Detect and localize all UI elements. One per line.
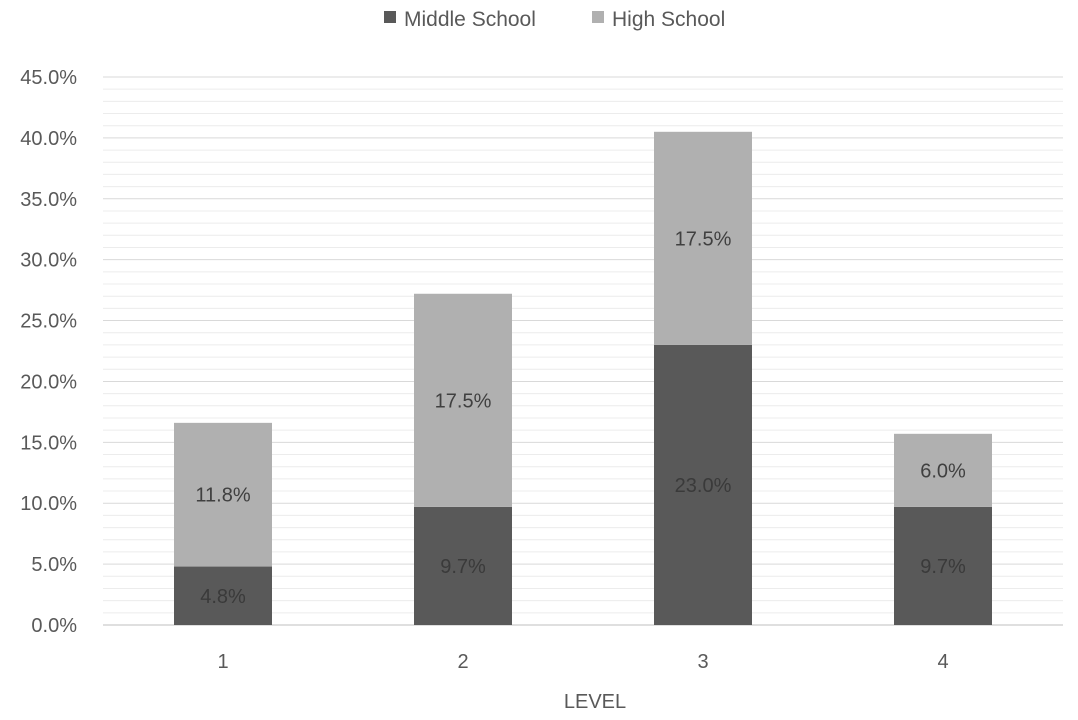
- x-tick-label: 4: [937, 651, 948, 673]
- bars: [174, 131, 992, 625]
- bar-high-school-level-3: [654, 131, 752, 345]
- legend-swatch-high-school: [592, 11, 604, 23]
- x-axis-title: LEVEL: [564, 691, 626, 713]
- bar-middle-school-level-2: [414, 506, 512, 625]
- y-tick-label: 20.0%: [20, 371, 77, 393]
- bar-middle-school-level-1: [174, 566, 272, 625]
- y-tick-label: 35.0%: [20, 189, 77, 211]
- data-label-high-school-level-1: 11.8%: [195, 485, 250, 507]
- y-tick-label: 30.0%: [20, 250, 77, 272]
- y-tick-label: 15.0%: [20, 432, 77, 454]
- bar-middle-school-level-4: [894, 506, 992, 625]
- bar-high-school-level-2: [414, 293, 512, 507]
- legend: Middle School High School: [384, 8, 725, 31]
- bar-middle-school-level-3: [654, 344, 752, 625]
- x-tick-label: 1: [217, 651, 228, 673]
- y-tick-label: 0.0%: [31, 615, 77, 637]
- legend-label-high-school: High School: [612, 8, 725, 31]
- x-tick-label: 2: [457, 651, 468, 673]
- y-tick-label: 40.0%: [20, 128, 77, 150]
- data-labels: 4.8% 11.8% 9.7% 17.5% 23.0% 17.5% 9.7% 6.0%: [195, 228, 966, 607]
- x-tick-label: 3: [697, 651, 708, 673]
- data-label-high-school-level-3: 17.5%: [675, 228, 732, 250]
- data-label-middle-school-level-2: 9.7%: [440, 556, 486, 578]
- bar-high-school-level-1: [174, 422, 272, 567]
- y-axis: 0.0% 5.0% 10.0% 15.0% 20.0% 25.0% 30.0% 35.0% 40…: [20, 67, 77, 637]
- bar-high-school-level-4: [894, 433, 992, 507]
- legend-swatch-middle-school: [384, 11, 396, 23]
- y-tick-label: 45.0%: [20, 67, 77, 89]
- legend-label-middle-school: Middle School: [404, 8, 536, 31]
- data-label-high-school-level-2: 17.5%: [435, 390, 492, 412]
- y-tick-label: 5.0%: [31, 554, 77, 576]
- data-label-middle-school-level-1: 4.8%: [200, 586, 246, 608]
- y-tick-label: 25.0%: [20, 311, 77, 333]
- y-tick-label: 10.0%: [20, 493, 77, 515]
- data-label-middle-school-level-3: 23.0%: [675, 475, 732, 497]
- data-label-high-school-level-4: 6.0%: [920, 460, 966, 482]
- data-label-middle-school-level-4: 9.7%: [920, 556, 966, 578]
- x-axis: 1 2 3 4: [217, 651, 948, 673]
